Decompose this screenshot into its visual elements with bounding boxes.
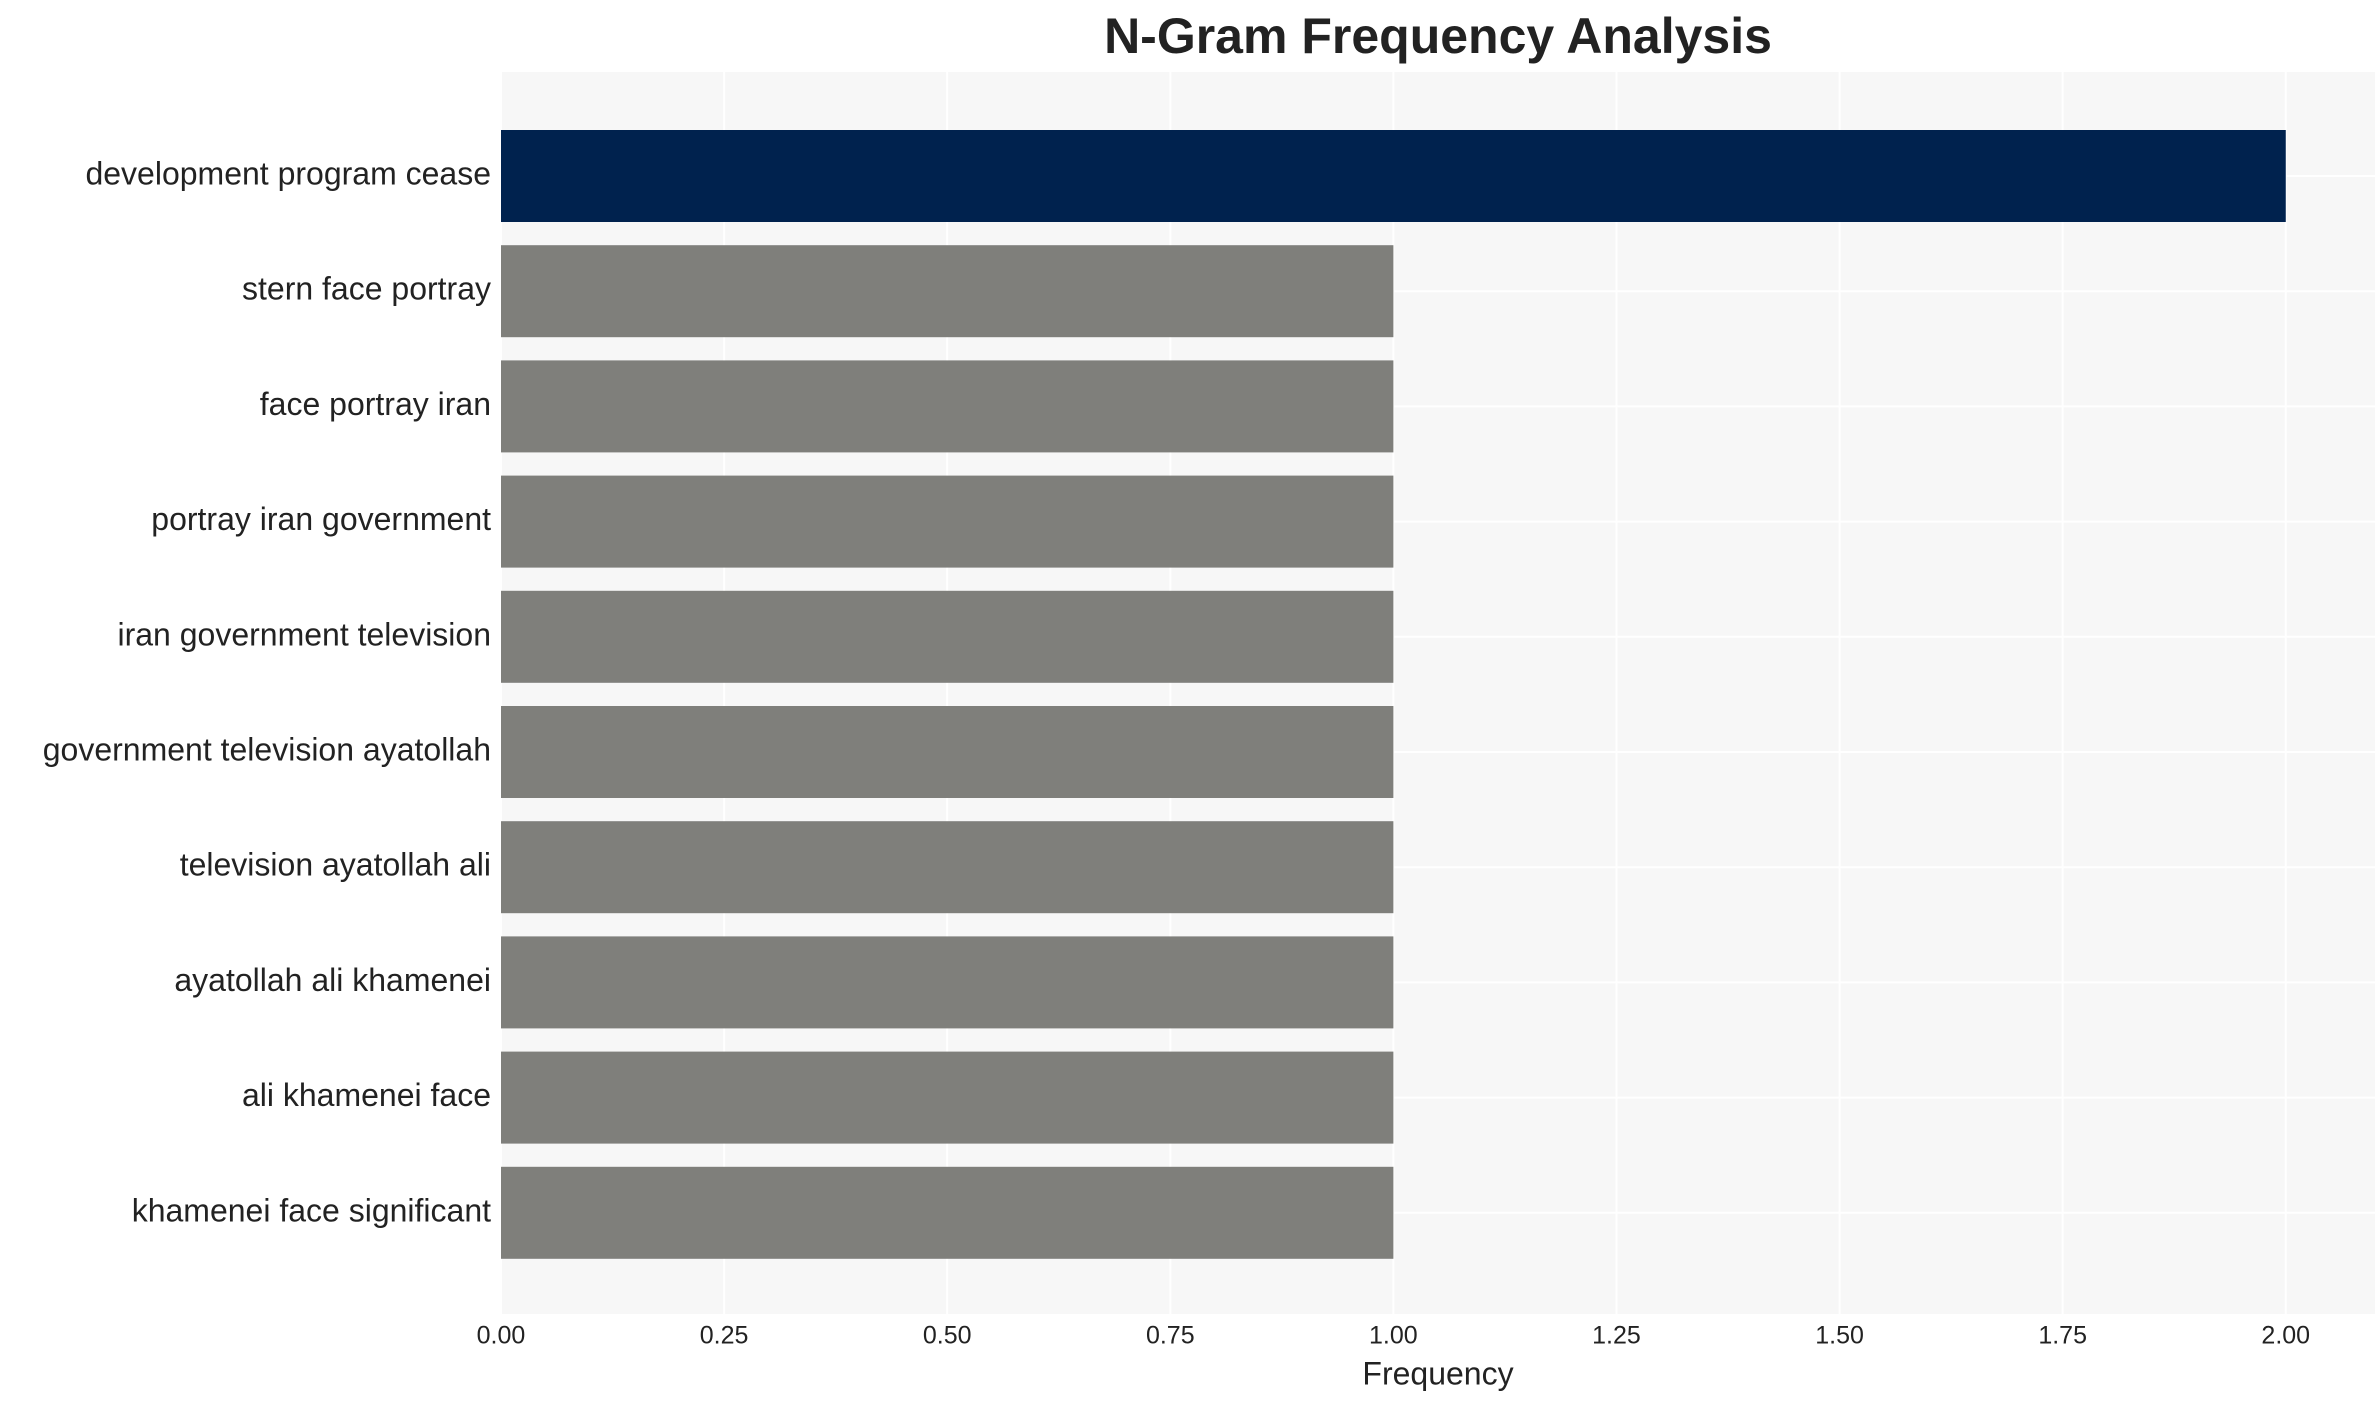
- x-tick-label: 0.25: [700, 1322, 749, 1350]
- y-tick-label: portray iran government: [151, 501, 491, 537]
- y-tick-label: face portray iran: [260, 386, 491, 422]
- y-tick-label: development program cease: [85, 155, 491, 191]
- y-tick-label: government television ayatollah: [43, 731, 491, 767]
- bar: [501, 590, 1394, 683]
- bar: [501, 1051, 1394, 1144]
- bar: [501, 130, 2286, 222]
- x-tick-label: 0.50: [923, 1322, 972, 1350]
- bar: [501, 360, 1394, 453]
- y-tick-label: khamenei face significant: [132, 1192, 491, 1228]
- y-tick-label: iran government television: [117, 616, 491, 652]
- x-tick-label: 2.00: [2261, 1322, 2310, 1350]
- x-tick-label: 1.00: [1369, 1322, 1418, 1350]
- chart-title: N-Gram Frequency Analysis: [1104, 8, 1772, 64]
- x-tick-label: 1.25: [1592, 1322, 1641, 1350]
- bar: [501, 1166, 1394, 1259]
- y-tick-label: ayatollah ali khamenei: [174, 962, 491, 998]
- y-tick-label: ali khamenei face: [242, 1077, 491, 1113]
- x-axis-label: Frequency: [1362, 1355, 1513, 1391]
- y-tick-label: television ayatollah ali: [180, 847, 491, 883]
- x-tick-label: 1.75: [2038, 1322, 2087, 1350]
- bar: [501, 821, 1394, 914]
- bar: [501, 936, 1394, 1029]
- y-tick-label: stern face portray: [242, 271, 491, 307]
- bar: [501, 245, 1394, 338]
- x-tick-label: 0.00: [477, 1322, 526, 1350]
- bar: [501, 475, 1394, 568]
- bar: [501, 706, 1394, 798]
- x-tick-label: 1.50: [1815, 1322, 1864, 1350]
- x-tick-label: 0.75: [1146, 1322, 1195, 1350]
